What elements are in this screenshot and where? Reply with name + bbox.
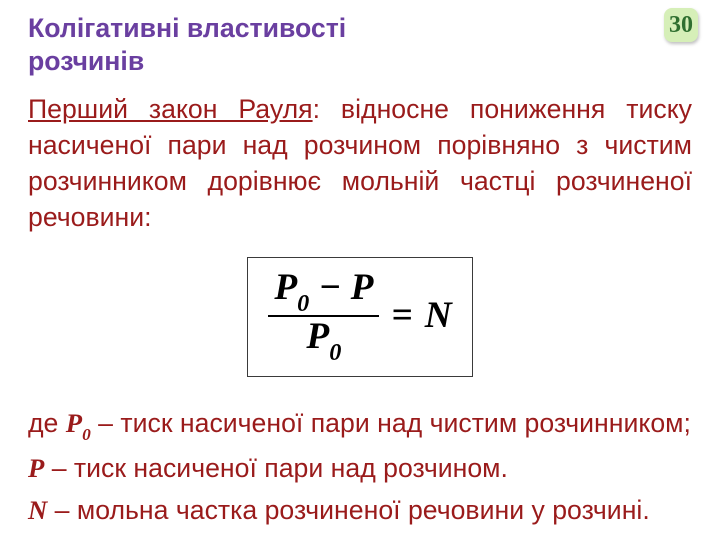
def-n-symbol: N xyxy=(28,495,47,525)
definition-p0: де P0 – тиск насиченої пари над чистим р… xyxy=(28,405,692,445)
numerator-p0-sub: 0 xyxy=(297,290,309,317)
def-p0-text: – тиск насиченої пари над чистим розчинн… xyxy=(91,408,691,438)
slide-title-text: Колігативні властивості розчинів xyxy=(28,13,346,76)
formula-denominator: P0 xyxy=(300,317,347,364)
formula-fraction: P0 − P P0 xyxy=(268,268,379,364)
page-number-badge: 30 xyxy=(664,8,698,42)
formula-box: P0 − P P0 = N xyxy=(247,257,472,377)
denominator-p0-sub: 0 xyxy=(329,339,341,366)
paragraph-law: Перший закон Рауля: відносне пониження т… xyxy=(28,91,692,235)
slide-title: Колігативні властивості розчинів xyxy=(28,12,388,79)
def-p0-sub: 0 xyxy=(82,425,91,444)
formula-container: P0 − P P0 = N xyxy=(28,257,692,377)
def-p0-symbol: P0 xyxy=(66,408,91,438)
denominator-p0-sym: P xyxy=(306,316,329,357)
slide: 30 Колігативні властивості розчинів Перш… xyxy=(0,0,720,540)
formula-numerator: P0 − P xyxy=(268,268,379,315)
def-p-text: – тиск насиченої пари над розчином. xyxy=(44,453,508,483)
def-n-text: – мольна частка розчиненої речовини у ро… xyxy=(47,495,650,525)
numerator-p0-sym: P xyxy=(274,267,297,308)
formula-equals: = xyxy=(391,294,412,337)
law-name: Перший закон Рауля xyxy=(28,94,313,124)
definition-p: P – тиск насиченої пари над розчином. xyxy=(28,450,692,486)
page-number: 30 xyxy=(669,12,693,39)
def-p0-prefix: де xyxy=(28,408,66,438)
formula-rhs-n: N xyxy=(425,294,452,337)
def-p0-sym: P xyxy=(66,408,82,438)
numerator-p-sym: P xyxy=(351,267,374,308)
def-p-symbol: P xyxy=(28,453,44,483)
definitions: де P0 – тиск насиченої пари над чистим р… xyxy=(28,405,692,529)
numerator-minus: − xyxy=(319,267,342,308)
definition-n: N – мольна частка розчиненої речовини у … xyxy=(28,492,692,528)
